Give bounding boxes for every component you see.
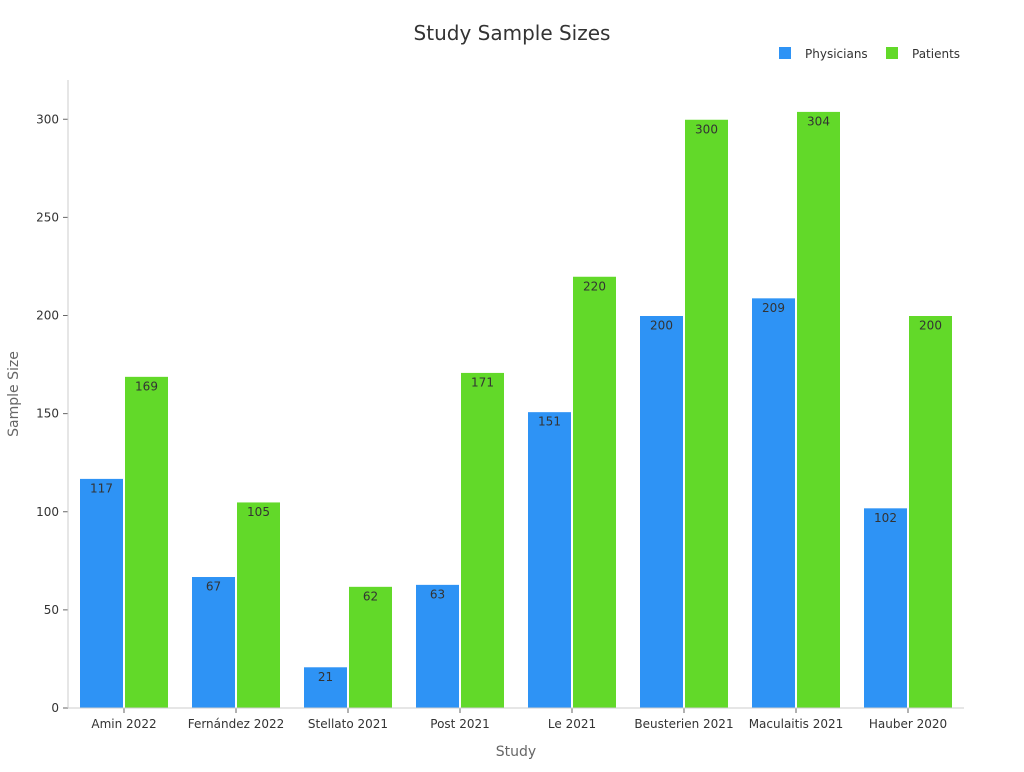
y-tick-label: 0 bbox=[51, 701, 59, 715]
bar-patients bbox=[124, 375, 169, 709]
y-tick-label: 50 bbox=[44, 603, 59, 617]
bar-patients bbox=[796, 110, 841, 709]
x-tick-label: Maculaitis 2021 bbox=[749, 717, 844, 731]
x-tick-label: Stellato 2021 bbox=[308, 717, 388, 731]
x-tick-label: Amin 2022 bbox=[91, 717, 156, 731]
legend: Physicians Patients bbox=[779, 47, 960, 61]
chart-title: Study Sample Sizes bbox=[414, 21, 611, 45]
y-tick-label: 300 bbox=[36, 112, 59, 126]
bar-patients bbox=[908, 315, 953, 709]
x-tick-label: Fernández 2022 bbox=[188, 717, 285, 731]
bar-physicians bbox=[527, 411, 572, 709]
bar-patients bbox=[460, 371, 505, 709]
y-axis-label: Sample Size bbox=[6, 351, 22, 437]
y-tick-label: 150 bbox=[36, 407, 59, 421]
data-label-physicians: 67 bbox=[206, 580, 221, 594]
bar-physicians bbox=[415, 583, 460, 709]
x-tick-label: Beusterien 2021 bbox=[634, 717, 733, 731]
data-label-patients: 62 bbox=[363, 589, 378, 603]
data-label-patients: 304 bbox=[807, 114, 830, 128]
x-axis-label: Study bbox=[496, 744, 536, 760]
data-label-physicians: 102 bbox=[874, 511, 897, 525]
bar-patients bbox=[236, 501, 281, 709]
data-label-patients: 105 bbox=[247, 505, 270, 519]
legend-swatch-patients bbox=[886, 47, 898, 59]
legend-swatch-physicians bbox=[779, 47, 791, 59]
bars: 117 169 67 105 21 62 63 171 151 220 200 300 209 304 10… bbox=[79, 110, 953, 709]
x-tick-label: Hauber 2020 bbox=[869, 717, 947, 731]
bar-physicians bbox=[191, 576, 236, 709]
legend-label-patients: Patients bbox=[912, 47, 960, 61]
data-label-patients: 171 bbox=[471, 375, 494, 389]
bar-physicians bbox=[639, 315, 684, 709]
bar-patients bbox=[572, 275, 617, 709]
bar-physicians bbox=[79, 477, 124, 709]
y-axis-ticks: 0 50 100 150 200 250 300 bbox=[36, 112, 68, 715]
x-tick-label: Le 2021 bbox=[548, 717, 596, 731]
data-label-patients: 169 bbox=[135, 379, 158, 393]
bar-physicians bbox=[863, 507, 908, 709]
bar-patients bbox=[684, 118, 729, 709]
legend-label-physicians: Physicians bbox=[805, 47, 868, 61]
y-tick-label: 250 bbox=[36, 210, 59, 224]
data-label-physicians: 200 bbox=[650, 319, 673, 333]
data-label-patients: 300 bbox=[695, 122, 718, 136]
bar-physicians bbox=[751, 297, 796, 709]
data-label-physicians: 21 bbox=[318, 670, 333, 684]
data-label-patients: 220 bbox=[583, 279, 606, 293]
bar-patients bbox=[348, 585, 393, 709]
x-tick-label: Post 2021 bbox=[430, 717, 489, 731]
y-tick-label: 200 bbox=[36, 309, 59, 323]
x-axis-ticks: Amin 2022 Fernández 2022 Stellato 2021 Post… bbox=[91, 708, 947, 731]
y-tick-label: 100 bbox=[36, 505, 59, 519]
data-label-patients: 200 bbox=[919, 319, 942, 333]
data-label-physicians: 63 bbox=[430, 587, 445, 601]
data-label-physicians: 117 bbox=[90, 481, 113, 495]
data-label-physicians: 151 bbox=[538, 415, 561, 429]
data-label-physicians: 209 bbox=[762, 301, 785, 315]
